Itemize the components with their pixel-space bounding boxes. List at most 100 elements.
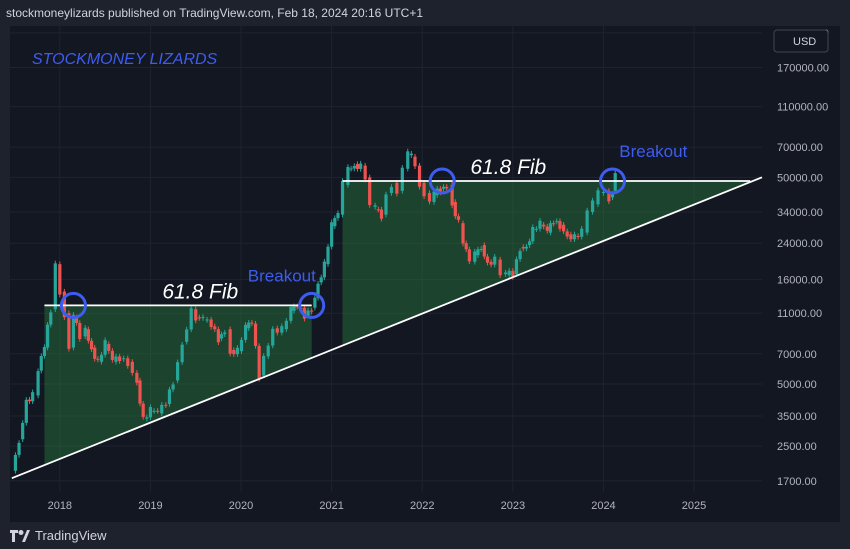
candle: [189, 308, 193, 330]
candle: [507, 270, 511, 276]
candles: [13, 148, 617, 474]
candle: [400, 167, 404, 191]
candle: [232, 349, 236, 355]
candle: [262, 355, 266, 376]
candle: [78, 322, 82, 339]
candle: [71, 314, 76, 348]
candle: [601, 192, 606, 194]
breakout-circle: [428, 167, 456, 195]
candle: [349, 168, 353, 170]
candle: [130, 361, 134, 373]
candle: [417, 165, 422, 187]
candle: [413, 156, 417, 167]
candle: [355, 164, 360, 169]
candle: [176, 362, 180, 381]
candle: [292, 306, 296, 311]
candle: [545, 226, 549, 231]
y-tick-label: 34000.00: [777, 207, 823, 219]
breakout-label: Breakout: [248, 266, 316, 285]
y-tick-label: 24000.00: [777, 238, 823, 250]
candle: [239, 339, 244, 352]
candle: [319, 277, 323, 283]
candle: [235, 347, 240, 355]
y-tick-label: 11000.00: [777, 308, 822, 320]
candle: [145, 417, 149, 419]
candle: [284, 320, 288, 330]
y-tick-label: 2500.00: [777, 441, 817, 453]
candle: [13, 454, 18, 471]
candle: [467, 249, 471, 262]
candle: [49, 312, 53, 325]
candle: [107, 344, 111, 351]
candle: [521, 247, 525, 249]
candle: [257, 345, 261, 379]
publish-header: stockmoneylizards published on TradingVi…: [0, 0, 850, 26]
candle: [17, 442, 21, 455]
y-tick-label: 70000.00: [777, 142, 823, 154]
candle: [450, 184, 454, 206]
candle: [310, 310, 314, 312]
candle: [340, 180, 345, 215]
y-tick-label: 50000.00: [777, 172, 823, 184]
candle: [160, 404, 164, 414]
candle: [201, 316, 205, 318]
candle: [514, 259, 519, 275]
candle: [156, 410, 160, 412]
candle: [266, 345, 270, 357]
candle: [99, 354, 104, 362]
candle: [498, 259, 502, 276]
candle: [93, 347, 97, 359]
breakout-label: Breakout: [619, 142, 687, 161]
candle: [352, 165, 356, 169]
candle: [511, 270, 515, 277]
candle: [228, 329, 232, 354]
y-tick-label: 7000.00: [777, 349, 817, 361]
candle: [86, 329, 90, 341]
tradingview-logo[interactable]: TradingView: [10, 528, 107, 543]
footer: TradingView: [0, 522, 850, 549]
candle: [359, 163, 363, 169]
candle: [333, 218, 337, 227]
publisher-line: stockmoneylizards published on TradingVi…: [6, 6, 424, 20]
candle: [422, 182, 426, 197]
candle: [476, 249, 480, 256]
candle: [74, 317, 79, 323]
breakout-circle: [59, 291, 87, 319]
candle: [409, 153, 413, 156]
candle: [326, 246, 330, 265]
x-tick-label: 2023: [501, 500, 525, 512]
candle: [289, 307, 293, 321]
candle: [580, 228, 584, 237]
candle: [316, 283, 320, 298]
candle: [552, 223, 556, 225]
candle: [67, 313, 71, 349]
candle: [24, 399, 28, 423]
candle: [534, 228, 538, 230]
fib-label: 61.8 Fib: [162, 280, 238, 303]
chart-background: [10, 26, 840, 522]
candle: [336, 213, 340, 219]
candle: [572, 234, 577, 240]
currency-button[interactable]: USD: [773, 29, 829, 53]
candle: [295, 306, 299, 308]
candle: [141, 403, 145, 417]
candle: [164, 404, 168, 406]
candle: [441, 186, 446, 189]
y-tick-label: 16000.00: [777, 275, 823, 287]
x-tick-label: 2019: [138, 500, 162, 512]
candle: [395, 182, 399, 194]
candle: [548, 223, 553, 233]
candle: [555, 221, 559, 223]
candle: [542, 224, 546, 227]
candle: [27, 399, 32, 402]
x-tick-label: 2021: [319, 500, 343, 512]
candle: [171, 384, 175, 390]
candle: [493, 256, 497, 265]
candle: [243, 324, 248, 340]
candle: [330, 222, 334, 247]
candle: [524, 246, 529, 249]
candle: [306, 310, 310, 316]
candle: [518, 251, 522, 260]
